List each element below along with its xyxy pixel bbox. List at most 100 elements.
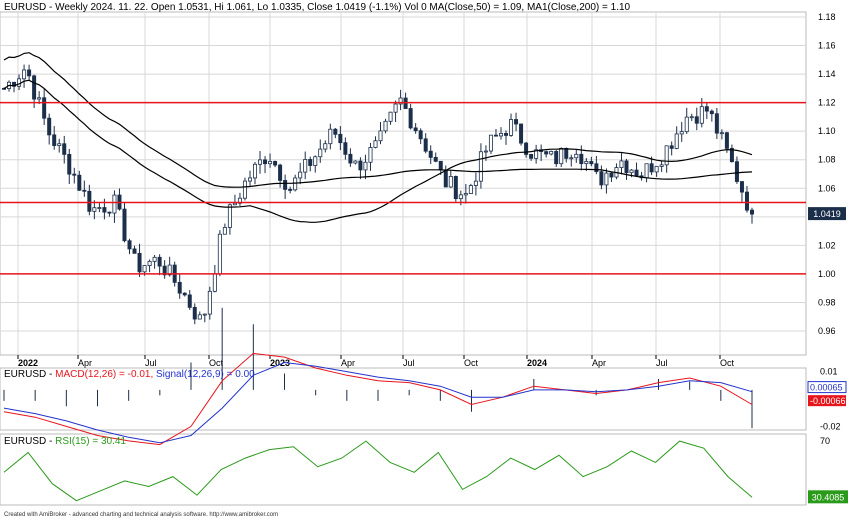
candle-body: [679, 131, 684, 135]
x-tick-label: Oct: [464, 358, 479, 368]
candle-body: [644, 163, 649, 179]
candle-body: [288, 189, 293, 191]
candle-body: [438, 160, 443, 171]
candle-body: [428, 150, 433, 158]
candle-body: [102, 207, 107, 213]
candle-body: [669, 145, 674, 149]
candle-body: [729, 147, 734, 163]
candle-body: [127, 240, 132, 250]
candle-body: [544, 151, 549, 155]
y-tick-label: 0.96: [818, 326, 836, 336]
candle-body: [62, 143, 67, 155]
candle-body: [278, 164, 283, 181]
x-tick-label: Apr: [592, 358, 606, 368]
candle-body: [343, 142, 348, 155]
x-tick-label: Jul: [145, 358, 157, 368]
candle-body: [37, 97, 42, 100]
candle-body: [408, 108, 413, 129]
candle-body: [293, 177, 298, 191]
candle-body: [418, 130, 423, 140]
candle-body: [569, 157, 574, 160]
candle-body: [554, 151, 559, 165]
candle-body: [463, 193, 468, 196]
candle-body: [488, 134, 493, 152]
candle-body: [92, 207, 97, 212]
candle-body: [689, 116, 694, 119]
candle-body: [192, 306, 197, 320]
candle-body: [714, 113, 719, 134]
macd-value-box: [807, 381, 847, 394]
candle-body: [273, 161, 278, 166]
candle-body: [739, 181, 744, 193]
candle-body: [524, 142, 529, 155]
rsi-header: EURUSD - RSI(15) = 30.41: [4, 436, 126, 447]
candle-body: [423, 138, 428, 152]
candle-body: [87, 190, 92, 212]
macd-value-label: 0.00065: [810, 383, 843, 393]
candle-body: [47, 117, 52, 136]
candle-body: [187, 294, 192, 308]
y-tick-label: 1.00: [818, 269, 836, 279]
candle-body: [694, 116, 699, 124]
candle-body: [197, 314, 202, 320]
candle-body: [298, 171, 303, 179]
candle-body: [378, 130, 383, 142]
footer-credit: Created with AmiBroker - advanced charti…: [4, 512, 279, 518]
candle-body: [534, 149, 539, 159]
ma200-line: [3, 52, 753, 188]
candle-body: [368, 147, 373, 163]
rsi-prefix: EURUSD -: [4, 436, 56, 447]
candle-body: [207, 290, 212, 315]
candle-body: [589, 161, 594, 165]
ma50-line: [3, 79, 753, 223]
candle-body: [57, 143, 62, 146]
x-tick-label: Apr: [341, 358, 355, 368]
y-tick-label: 1.18: [818, 12, 836, 22]
signal-label: Signal(12,26,9) = 0.00: [156, 369, 255, 380]
candle-body: [323, 143, 328, 150]
candle-body: [654, 166, 659, 173]
candle-body: [584, 161, 589, 165]
candle-body: [227, 204, 232, 228]
x-tick-label: Jul: [656, 358, 668, 368]
rsi-value-box: [808, 490, 848, 504]
candle-body: [473, 180, 478, 186]
signal-value-label: -0.00066: [810, 396, 846, 406]
candle-body: [318, 148, 323, 158]
candle-body: [328, 128, 333, 145]
candle-body: [167, 264, 172, 276]
x-tick-label: Jul: [403, 358, 415, 368]
candle-body: [483, 150, 488, 153]
candle-body: [247, 177, 252, 182]
candle-body: [202, 313, 207, 316]
x-tick-label: Oct: [209, 358, 224, 368]
candle-body: [97, 207, 102, 209]
candle-body: [443, 169, 448, 188]
candle-body: [579, 153, 584, 165]
candle-body: [32, 75, 37, 100]
candle-body: [283, 180, 288, 190]
y-tick-label: 1.16: [818, 41, 836, 51]
candle-body: [594, 163, 599, 173]
candle-body: [82, 189, 87, 192]
rsi-value-label: 30.4085: [812, 492, 845, 502]
y-tick-label: 1.12: [818, 98, 836, 108]
candle-body: [458, 194, 463, 200]
candle-body: [433, 156, 438, 162]
candle-body: [268, 161, 273, 165]
candle-body: [137, 252, 142, 273]
candle-body: [42, 97, 47, 119]
candle-body: [27, 69, 32, 77]
candle-body: [353, 160, 358, 164]
candle-body: [308, 159, 313, 166]
y-tick-label: 0.98: [818, 297, 836, 307]
price-header: EURUSD - Weekly 2024. 11. 22. Open 1.053…: [4, 2, 631, 13]
candle-body: [263, 159, 268, 165]
candle-body: [388, 111, 393, 122]
candle-body: [222, 227, 227, 235]
candle-body: [142, 265, 147, 273]
macd-label: MACD(12,26) = -0.01,: [55, 369, 154, 380]
candle-body: [514, 119, 519, 125]
candle-body: [383, 120, 388, 132]
candle-body: [52, 134, 57, 146]
